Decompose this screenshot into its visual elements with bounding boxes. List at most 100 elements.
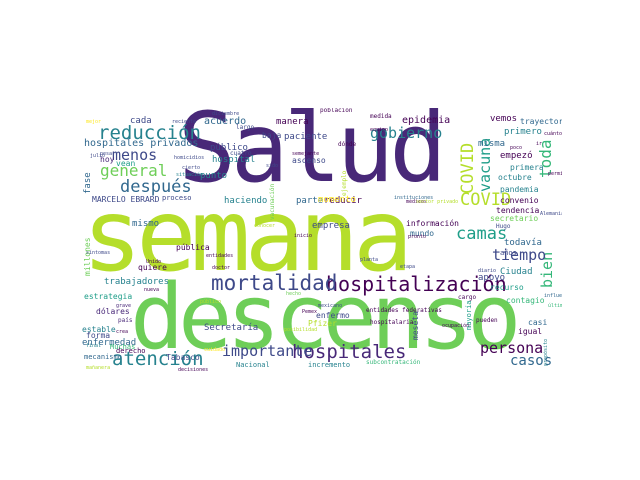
cloud-word: baja <box>262 131 282 140</box>
cloud-word: equipo <box>370 127 389 133</box>
cloud-word: primero <box>504 127 542 137</box>
cloud-word: vacunación <box>269 183 276 220</box>
cloud-word: mismo <box>132 219 160 229</box>
cloud-word: punto <box>200 171 228 181</box>
cloud-word: trayectoria <box>520 117 562 126</box>
cloud-word: Muchas <box>110 343 136 351</box>
cloud-word: menos <box>112 146 158 164</box>
cloud-word: mundo <box>410 229 435 238</box>
cloud-word: síntomas <box>86 250 111 256</box>
cloud-word: posibilidad <box>284 327 318 333</box>
cloud-word: planta <box>360 257 379 263</box>
cloud-word: después <box>120 177 192 197</box>
cloud-word: pública <box>176 243 210 252</box>
cloud-word: recurso <box>490 283 524 292</box>
cloud-word: acuerdo <box>204 116 247 127</box>
cloud-word: entidades <box>206 253 234 259</box>
cloud-word: igual <box>518 327 543 336</box>
cloud-word: trabajadores <box>104 277 170 287</box>
cloud-word: crea <box>116 329 129 335</box>
cloud-word: permite <box>548 171 562 177</box>
cloud-word: información <box>406 219 459 228</box>
cloud-word: Ciudad <box>500 267 533 277</box>
cloud-word: semana <box>82 177 413 294</box>
cloud-word: médicos <box>406 199 428 205</box>
cloud-word: etapa <box>400 264 416 270</box>
cloud-word: paciente <box>284 132 328 142</box>
cloud-word: parte <box>296 196 324 206</box>
cloud-word: camas <box>456 224 508 244</box>
cloud-word: ocupación <box>442 323 470 329</box>
cloud-word: casi <box>528 318 548 327</box>
cloud-word: Unido <box>146 259 162 265</box>
cloud-word: cuánto <box>544 131 562 137</box>
cloud-word: quiere <box>138 263 167 272</box>
cloud-word: diciembre <box>212 111 240 117</box>
cloud-word: cierto <box>182 165 201 171</box>
cloud-word: medida <box>370 113 392 120</box>
cloud-word: forma <box>86 331 111 340</box>
cloud-word: cada <box>130 116 152 126</box>
cloud-word: reducir <box>324 196 362 206</box>
cloud-word: enfermedad <box>82 338 137 348</box>
cloud-word: tendencia <box>496 206 540 215</box>
cloud-word: pesar <box>100 151 116 157</box>
cloud-word: entidades federativas <box>366 307 442 314</box>
cloud-word: general <box>100 161 168 180</box>
cloud-word: MARCELO EBRARD <box>92 195 160 204</box>
cloud-word: incremento <box>308 361 351 369</box>
cloud-word: vemos <box>490 114 518 124</box>
cloud-word: decisiones <box>178 367 209 373</box>
cloud-word: público <box>200 299 222 305</box>
cloud-word: descenso <box>130 265 521 370</box>
cloud-word: dónde <box>338 141 357 148</box>
cloud-word: Pfizer <box>308 319 337 328</box>
cloud-word: poco <box>510 145 523 151</box>
cloud-word: Nacional <box>236 361 270 369</box>
cloud-word: hospitalización <box>326 272 507 296</box>
cloud-word: Alemania <box>540 211 562 217</box>
cloud-word: años <box>500 249 517 257</box>
word-cloud-panel: semana Salud descenso hospitalización mo… <box>80 108 562 372</box>
cloud-word: apoyo <box>478 273 506 283</box>
cloud-word: empezó <box>500 151 533 161</box>
cloud-word: instituciones <box>394 195 434 201</box>
cloud-word: hecho <box>286 291 302 297</box>
cloud-word: estable <box>82 325 116 334</box>
cloud-word: enfermo <box>316 311 350 320</box>
cloud-word: Hugo <box>496 223 511 230</box>
cloud-word: mecanismo <box>84 353 122 361</box>
cloud-word: población <box>320 108 353 114</box>
cloud-word: público <box>210 143 248 153</box>
cloud-word: sido <box>266 163 279 169</box>
cloud-word: convenio <box>500 196 539 205</box>
cloud-word: hoy <box>100 155 115 164</box>
cloud-word: atención <box>112 348 204 370</box>
cloud-word: pandemia <box>500 185 539 194</box>
cloud-word: pronto <box>408 234 427 240</box>
cloud-word: millones <box>83 237 92 276</box>
cloud-word: ejemplo <box>341 170 348 196</box>
cloud-word: conocer <box>254 223 276 229</box>
cloud-word: empresa <box>312 221 350 231</box>
cloud-word: Secretaría <box>204 323 259 333</box>
cloud-word: persona <box>480 339 544 357</box>
cloud-word: mejor <box>86 119 102 125</box>
cloud-word: secretario <box>490 214 539 223</box>
cloud-word: largo <box>236 124 255 131</box>
cloud-word: julio <box>90 153 106 159</box>
cloud-word: estrategia <box>84 292 133 301</box>
cloud-word: influenza <box>544 293 562 299</box>
cloud-word: contagio <box>506 296 545 305</box>
cloud-word: cargo <box>458 294 477 301</box>
cloud-word: Tabasco <box>166 353 200 362</box>
cloud-word: tiempo <box>492 246 547 264</box>
cloud-word: cuatro <box>230 150 252 157</box>
cloud-word: misma <box>478 139 506 149</box>
cloud-word: diario <box>478 268 497 274</box>
cloud-word: dólares <box>96 307 130 316</box>
cloud-word: doctor <box>212 265 231 271</box>
cloud-word: octubre <box>498 173 532 182</box>
cloud-word: Salud <box>178 108 447 204</box>
cloud-word: sector privado <box>416 199 459 205</box>
